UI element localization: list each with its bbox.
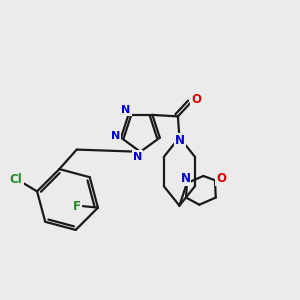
Text: N: N <box>175 134 185 148</box>
Text: N: N <box>122 105 130 115</box>
Text: N: N <box>133 152 142 162</box>
Text: O: O <box>191 93 202 106</box>
Text: Cl: Cl <box>10 173 22 186</box>
Text: O: O <box>216 172 226 185</box>
Text: N: N <box>111 131 120 141</box>
Text: N: N <box>180 172 190 185</box>
Text: F: F <box>73 200 81 213</box>
